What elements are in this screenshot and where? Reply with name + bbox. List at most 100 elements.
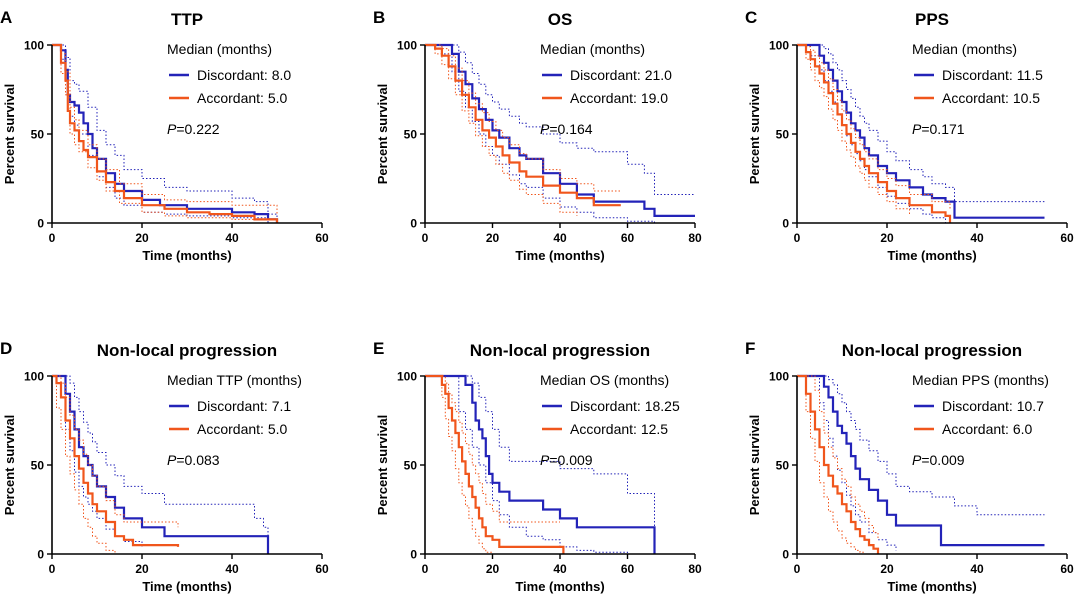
chart-title: Non-local progression — [842, 341, 1022, 360]
accordant-ci-band-f — [797, 375, 865, 554]
panel-letter: E — [373, 339, 384, 358]
accordant-curve-a — [52, 43, 279, 223]
p-value-symbol: P — [540, 121, 550, 137]
accordant-curve-b — [425, 43, 621, 207]
p-value: P=0.222 — [167, 121, 220, 137]
x-tick-label: 0 — [422, 562, 429, 576]
y-tick-label: 0 — [410, 548, 417, 562]
p-value-symbol: P — [912, 452, 922, 468]
x-tick-label: 0 — [422, 231, 429, 245]
x-tick-label: 60 — [1060, 231, 1074, 245]
y-tick-label: 50 — [776, 459, 790, 473]
p-value: P=0.009 — [912, 452, 965, 468]
x-tick-label: 0 — [49, 231, 56, 245]
accordant-ci-band-f — [797, 375, 879, 540]
x-tick-label: 20 — [880, 562, 894, 576]
x-axis-label: Time (months) — [515, 248, 604, 263]
x-tick-label: 60 — [315, 562, 329, 576]
panel-c: C PPS 0 50 100 0 20 40 60 Time (months) Percent su… — [745, 8, 1074, 263]
y-axis-label: Percent survival — [2, 415, 17, 515]
discordant-legend-label: Discordant: 21.0 — [570, 67, 672, 83]
x-tick-label: 80 — [688, 231, 702, 245]
discordant-ci-band-e — [425, 375, 655, 537]
x-axis-label: Time (months) — [142, 248, 231, 263]
legend-title: Median TTP (months) — [167, 372, 302, 388]
discordant-legend-label: Discordant: 10.7 — [942, 398, 1044, 414]
discordant-legend-label: Discordant: 8.0 — [197, 67, 291, 83]
x-tick-label: 60 — [621, 562, 635, 576]
y-axis-label: Percent survival — [2, 84, 17, 184]
accordant-legend-label: Accordant: 10.5 — [942, 90, 1040, 106]
accordant-ci-band-c — [797, 44, 951, 209]
accordant-legend-label: Accordant: 6.0 — [942, 421, 1032, 437]
accordant-legend-label: Accordant: 12.5 — [570, 421, 668, 437]
y-tick-label: 50 — [404, 459, 418, 473]
x-axis-label: Time (months) — [142, 579, 231, 594]
chart-title: TTP — [171, 10, 203, 29]
legend-title: Median (months) — [167, 41, 272, 57]
legend-title: Median (months) — [540, 41, 645, 57]
x-tick-label: 40 — [553, 231, 567, 245]
p-value-number: =0.222 — [176, 121, 219, 137]
chart-title: Non-local progression — [470, 341, 650, 360]
discordant-ci-band-e — [425, 375, 628, 554]
p-value: P=0.164 — [540, 121, 593, 137]
accordant-curve-d — [52, 374, 180, 547]
x-tick-label: 20 — [135, 231, 149, 245]
x-axis-label: Time (months) — [515, 579, 604, 594]
y-tick-label: 50 — [31, 459, 45, 473]
x-tick-label: 40 — [970, 562, 984, 576]
x-tick-label: 0 — [49, 562, 56, 576]
p-value-symbol: P — [912, 121, 922, 137]
panel-f: F Non-local progression 0 50 100 0 20 40 60 Time … — [745, 339, 1074, 594]
discordant-ci-band-f — [797, 375, 1045, 516]
p-value: P=0.083 — [167, 452, 220, 468]
discordant-curve-c — [797, 43, 1045, 219]
x-tick-label: 20 — [486, 231, 500, 245]
panel-b: B OS 0 50 100 0 20 40 60 80 Time (months) Percent s… — [373, 8, 702, 263]
y-tick-label: 100 — [769, 39, 789, 53]
x-tick-label: 40 — [225, 562, 239, 576]
y-tick-label: 50 — [776, 128, 790, 142]
y-tick-label: 100 — [397, 39, 417, 53]
y-axis-label: Percent survival — [747, 415, 762, 515]
p-value: P=0.171 — [912, 121, 965, 137]
discordant-ci-band-f — [797, 375, 897, 551]
x-tick-label: 60 — [1060, 562, 1074, 576]
accordant-ci-band-c — [797, 44, 910, 215]
y-tick-label: 100 — [24, 39, 44, 53]
legend-title: Median (months) — [912, 41, 1017, 57]
panel-d: D Non-local progression 0 50 100 0 20 40 60 Time … — [0, 339, 329, 594]
p-value-number: =0.009 — [549, 452, 592, 468]
discordant-ci-band-a — [52, 44, 278, 223]
accordant-ci-band-e — [425, 375, 560, 523]
y-tick-label: 0 — [37, 217, 44, 231]
chart-title: PPS — [915, 10, 949, 29]
accordant-legend-label: Accordant: 5.0 — [197, 90, 287, 106]
p-value-number: =0.164 — [549, 121, 592, 137]
p-value: P=0.009 — [540, 452, 593, 468]
panel-letter: F — [745, 339, 755, 358]
x-tick-label: 80 — [688, 562, 702, 576]
discordant-ci-band-c — [797, 44, 1045, 203]
accordant-ci-band-a — [52, 44, 278, 215]
accordant-ci-band-e — [425, 375, 493, 554]
panel-a: A TTP 0 50 100 0 20 40 60 Time (months) Percent su… — [0, 8, 329, 263]
x-tick-label: 60 — [621, 231, 635, 245]
x-axis-label: Time (months) — [887, 248, 976, 263]
y-tick-label: 0 — [782, 217, 789, 231]
accordant-ci-band-d — [52, 375, 116, 554]
accordant-ci-band-d — [52, 375, 179, 528]
panel-letter: D — [0, 339, 12, 358]
discordant-legend-label: Discordant: 7.1 — [197, 398, 291, 414]
discordant-legend-label: Discordant: 18.25 — [570, 398, 680, 414]
x-tick-label: 20 — [486, 562, 500, 576]
p-value-symbol: P — [167, 121, 177, 137]
chart-title: Non-local progression — [97, 341, 277, 360]
x-tick-label: 40 — [553, 562, 567, 576]
x-tick-label: 0 — [794, 231, 801, 245]
x-tick-label: 0 — [794, 562, 801, 576]
accordant-legend-label: Accordant: 19.0 — [570, 90, 668, 106]
accordant-ci-band-b — [425, 44, 578, 216]
